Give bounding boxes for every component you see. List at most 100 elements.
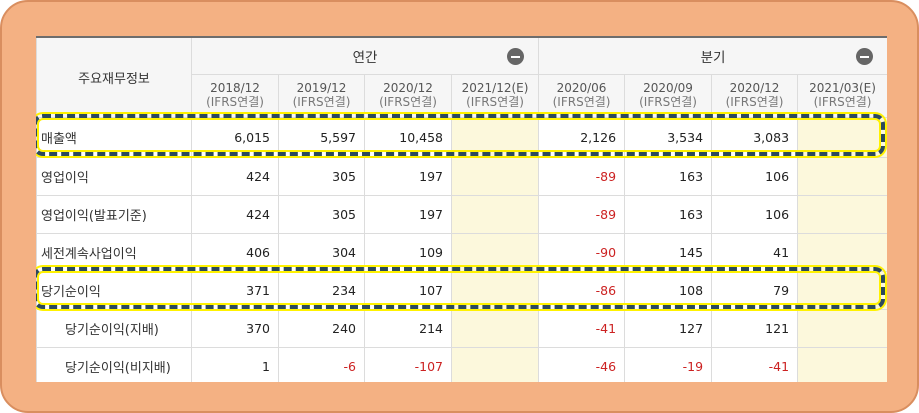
table-cell: 106	[711, 157, 799, 196]
table-row: 당기순이익(지배) 370 240 214 -41 127 121	[36, 309, 887, 348]
table-cell	[450, 309, 540, 348]
table-cell: 5,597	[278, 117, 365, 158]
table-cell: 6,015	[191, 117, 279, 158]
row-label: 세전계속사업이익	[36, 233, 192, 272]
table-cell: 41	[711, 233, 799, 272]
table-cell: 424	[191, 195, 279, 234]
period-basis: (IFRS연결)	[292, 95, 351, 109]
period-basis: (IFRS연결)	[639, 95, 697, 109]
table-cell: 305	[278, 195, 365, 234]
table-cell: 163	[624, 157, 713, 196]
collapse-quarterly-minus-icon[interactable]	[856, 48, 874, 65]
annual-group-header: 연간	[190, 36, 540, 75]
period-date: 2020/12	[383, 81, 433, 96]
financial-summary-panel: 주요재무정보 연간 분기 2018/12 (IFRS연결) 2019/12 (IFRS…	[36, 36, 887, 382]
table-cell	[450, 347, 540, 382]
table-cell	[797, 309, 887, 348]
table-cell: 214	[364, 309, 452, 348]
table-row: 세전계속사업이익 406 304 109 -90 145 41	[36, 233, 887, 272]
table-cell: -107	[364, 347, 452, 382]
table-cell: 145	[624, 233, 713, 272]
table-cell	[797, 233, 887, 272]
table-cell	[797, 347, 887, 382]
collapse-annual-minus-icon[interactable]	[507, 48, 525, 65]
table-cell: 3,083	[711, 117, 799, 158]
table-cell: 108	[624, 271, 713, 310]
table-cell: -41	[711, 347, 799, 382]
quarterly-group-label: 분기	[700, 50, 726, 66]
row-label: 영업이익	[36, 157, 192, 196]
table-cell	[450, 117, 540, 158]
row-label: 당기순이익(지배)	[36, 309, 192, 348]
table-row: 영업이익 424 305 197 -89 163 106	[36, 157, 887, 196]
table-row: 당기순이익 371 234 107 -86 108 79	[36, 271, 887, 310]
period-date: 2018/12	[210, 81, 260, 96]
table-cell: -46	[538, 347, 626, 382]
table-cell: -6	[278, 347, 365, 382]
row-label: 영업이익(발표기준)	[36, 195, 192, 234]
corner-header: 주요재무정보	[36, 36, 192, 118]
table-row: 영업이익(발표기준) 424 305 197 -89 163 106	[36, 195, 887, 234]
table-cell	[450, 195, 540, 234]
table-cell: 371	[191, 271, 279, 310]
table-cell: -41	[538, 309, 626, 348]
table-cell: 127	[624, 309, 713, 348]
table-cell: -86	[538, 271, 626, 310]
period-header-0: 2018/12 (IFRS연결)	[191, 74, 279, 118]
table-cell: 240	[278, 309, 365, 348]
annual-group-label: 연간	[352, 50, 378, 66]
table-cell: 304	[278, 233, 365, 272]
table-row: 매출액 6,015 5,597 10,458 2,126 3,534 3,083	[36, 117, 887, 158]
period-date: 2019/12	[296, 81, 347, 96]
period-basis: (IFRS연결)	[206, 95, 264, 109]
table-cell: 197	[364, 195, 452, 234]
table-cell: 406	[191, 233, 279, 272]
table-row: 당기순이익(비지배) 1 -6 -107 -46 -19 -41	[36, 347, 887, 382]
table-cell: 197	[364, 157, 452, 196]
table-cell: -90	[538, 233, 626, 272]
table-cell	[450, 233, 540, 272]
period-basis: (IFRS연결)	[813, 95, 872, 109]
row-label: 당기순이익	[36, 271, 192, 310]
table-cell: 106	[711, 195, 799, 234]
financial-summary-table: 주요재무정보 연간 분기 2018/12 (IFRS연결) 2019/12 (IFRS…	[36, 36, 887, 382]
table-cell: 1	[191, 347, 279, 382]
period-date: 2021/12(E)	[461, 81, 529, 96]
quarterly-group-header: 분기	[538, 36, 887, 75]
period-header-6: 2020/12 (IFRS연결)	[711, 74, 799, 118]
period-basis: (IFRS연결)	[552, 95, 611, 109]
row-label: 매출액	[36, 117, 192, 158]
table-cell: 79	[711, 271, 799, 310]
table-cell: 10,458	[364, 117, 452, 158]
table-cell	[450, 271, 540, 310]
table-cell: 109	[364, 233, 452, 272]
period-basis: (IFRS연결)	[725, 95, 784, 109]
table-cell: -89	[538, 195, 626, 234]
period-date: 2020/12	[729, 81, 780, 96]
table-cell	[450, 157, 540, 196]
table-cell: 107	[364, 271, 452, 310]
table-cell	[797, 117, 887, 158]
period-header-4: 2020/06 (IFRS연결)	[538, 74, 626, 118]
period-date: 2020/09	[643, 81, 693, 96]
period-header-1: 2019/12 (IFRS연결)	[278, 74, 365, 118]
table-cell: 2,126	[538, 117, 626, 158]
table-cell: 234	[278, 271, 365, 310]
period-basis: (IFRS연결)	[466, 95, 524, 109]
table-cell: -19	[624, 347, 713, 382]
table-cell	[797, 157, 887, 196]
table-cell	[797, 271, 887, 310]
period-basis: (IFRS연결)	[379, 95, 437, 109]
period-header-2: 2020/12 (IFRS연결)	[364, 74, 452, 118]
table-cell: 163	[624, 195, 713, 234]
table-cell: 305	[278, 157, 365, 196]
table-cell: 370	[191, 309, 279, 348]
period-date: 2020/06	[556, 81, 607, 96]
period-header-3: 2021/12(E) (IFRS연결)	[450, 74, 540, 118]
period-header-5: 2020/09 (IFRS연결)	[624, 74, 713, 118]
table-cell: 3,534	[624, 117, 713, 158]
period-date: 2021/03(E)	[809, 81, 876, 96]
table-cell: 424	[191, 157, 279, 196]
period-header-7: 2021/03(E) (IFRS연결)	[797, 74, 887, 118]
